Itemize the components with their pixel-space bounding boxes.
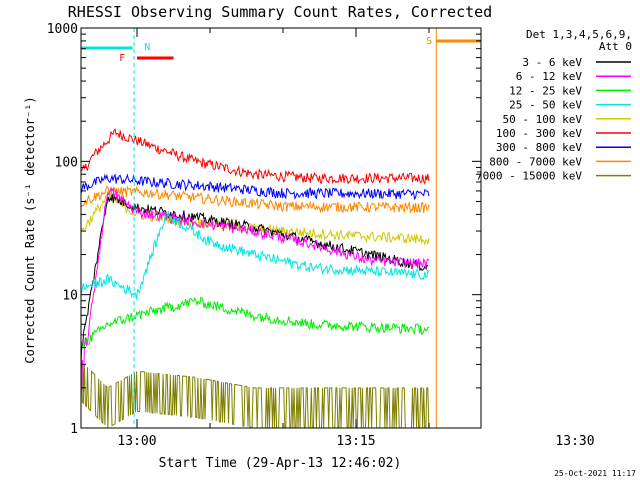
x-tick-label: 13:15	[336, 434, 375, 449]
y-tick-label: 1000	[47, 22, 78, 37]
legend-label: 3 - 6 keV	[522, 56, 582, 69]
legend-label: 800 - 7000 keV	[489, 155, 582, 168]
flag-label-f: F	[119, 53, 125, 64]
series-line-7	[81, 296, 430, 348]
series-line-8	[81, 359, 430, 428]
series-line-5	[81, 186, 430, 411]
series-line-1	[81, 173, 430, 201]
y-tick-label: 10	[62, 289, 78, 304]
series-line-2	[81, 185, 430, 214]
legend-label: 100 - 300 keV	[496, 127, 582, 140]
legend-header-line: Det 1,3,4,5,6,9,	[526, 28, 632, 41]
plot-area: N F S	[81, 28, 481, 428]
footer-timestamp: 25-Oct-2021 11:17	[554, 469, 636, 478]
series-line-0	[81, 128, 430, 185]
legend-label: 12 - 25 keV	[509, 84, 582, 97]
plot-frame	[80, 27, 482, 429]
x-axis-label: Start Time (29-Apr-13 12:46:02)	[159, 456, 402, 471]
flag-label-n: N	[144, 42, 150, 53]
series-line-3	[81, 189, 430, 246]
flag-label-s: S	[426, 36, 432, 47]
x-tick-label: 13:00	[117, 434, 156, 449]
x-tick-label: 13:30	[555, 434, 594, 449]
legend-label: 25 - 50 keV	[509, 99, 582, 112]
y-tick-label: 100	[55, 155, 78, 170]
legend-label: 50 - 100 keV	[503, 113, 583, 126]
legend-label: 6 - 12 keV	[516, 70, 583, 83]
y-tick-label: 1	[70, 422, 78, 437]
legend-header-line: Att 0	[599, 40, 632, 53]
y-axis-label: Corrected Count Rate (s⁻¹ detector⁻¹)	[23, 96, 37, 363]
legend-label: 7000 - 15000 keV	[476, 170, 582, 183]
series-line-6	[81, 210, 430, 300]
legend-label: 300 - 800 keV	[496, 141, 582, 154]
chart-title: RHESSI Observing Summary Count Rates, Co…	[68, 3, 492, 21]
